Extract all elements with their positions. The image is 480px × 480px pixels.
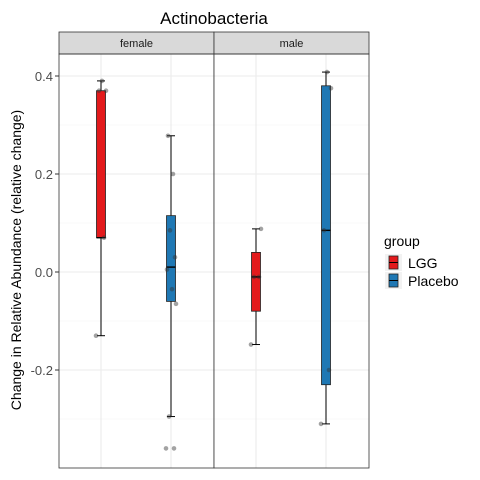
legend-entry-Placebo: Placebo [385, 272, 459, 289]
data-point [321, 228, 327, 233]
data-point [163, 446, 169, 451]
panel-background [214, 54, 369, 468]
data-point [256, 274, 262, 280]
legend-title: group [384, 233, 420, 249]
y-axis: -0.2 0.0 0.2 0.4 [31, 69, 59, 378]
data-point [96, 88, 102, 93]
facet-panels: female male [58, 31, 370, 469]
box-male-LGG [248, 226, 264, 347]
box-body [251, 251, 261, 312]
data-point [169, 286, 175, 292]
data-point [164, 267, 170, 272]
data-point [173, 301, 179, 307]
box-body [96, 90, 106, 239]
chart-title: Actinobacteria [160, 9, 268, 28]
box-body [166, 215, 176, 302]
data-point [165, 133, 171, 139]
y-axis-label: Change in Relative Abundance (relative c… [8, 110, 24, 410]
data-point [103, 88, 109, 93]
data-point [318, 421, 324, 427]
data-point [248, 342, 254, 347]
legend-entry-LGG: LGG [385, 254, 438, 271]
box-female-Placebo [163, 133, 179, 451]
data-point [167, 228, 173, 233]
data-point [171, 446, 177, 451]
y-tick-label: -0.2 [31, 363, 53, 378]
data-point [101, 235, 107, 240]
data-point [172, 254, 178, 260]
data-point [170, 171, 176, 177]
facet-strip-label: male [280, 38, 304, 50]
data-point [258, 226, 264, 232]
facet-strip-label: female [120, 38, 153, 50]
facet-panel-male: male [213, 31, 370, 469]
box-female-LGG [93, 78, 109, 339]
data-point [166, 414, 172, 419]
data-point [99, 78, 105, 84]
y-tick-label: 0.2 [35, 167, 53, 182]
facet-panel-female: female [58, 31, 215, 469]
box-body [321, 85, 331, 386]
y-tick-label: 0.4 [35, 69, 53, 84]
legend: group LGG Placebo [384, 233, 459, 289]
data-point [324, 69, 330, 75]
data-point [93, 333, 99, 339]
panel-border [213, 53, 370, 469]
data-point [328, 85, 334, 91]
panel-background [59, 54, 214, 468]
y-tick-label: 0.0 [35, 265, 53, 280]
box-male-Placebo [318, 69, 334, 427]
data-point [326, 367, 332, 373]
legend-label: LGG [408, 255, 438, 271]
data-point [251, 274, 257, 280]
legend-label: Placebo [408, 273, 459, 289]
